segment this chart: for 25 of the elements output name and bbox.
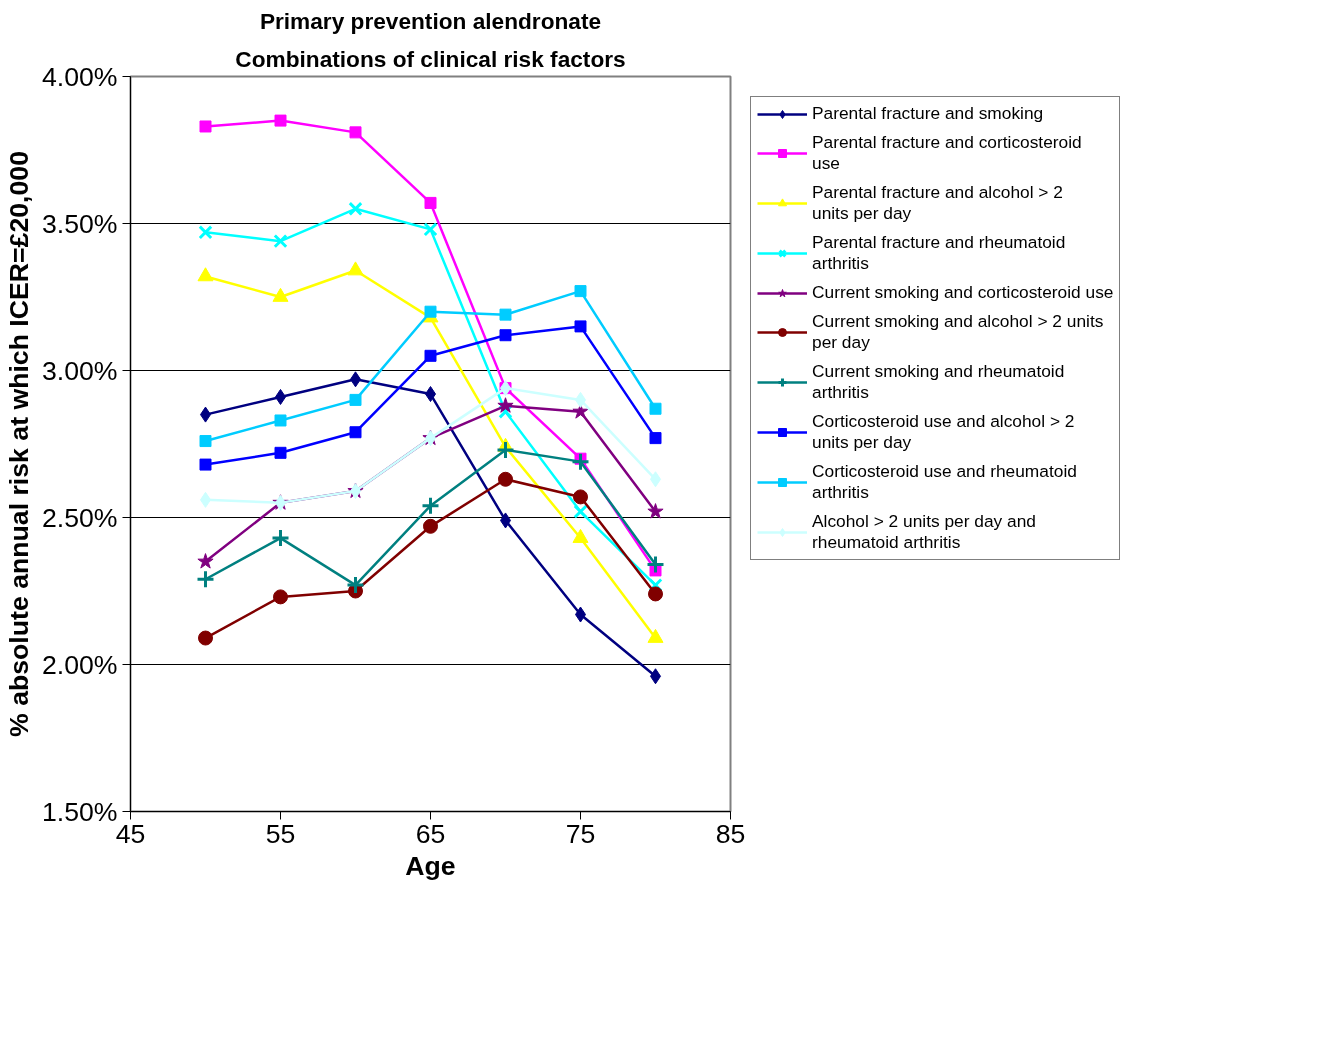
legend-label: Corticosteroid use and alcohol > 2 units per day (812, 411, 1075, 453)
x-tick-label: 65 (415, 818, 446, 849)
legend-label: Current smoking and rheumatoid arthritis (812, 361, 1065, 403)
legend-label: Parental fracture and corticosteroid use (812, 132, 1082, 174)
x-tick-label: 75 (565, 818, 596, 849)
y-tick-label: 1.50% (41, 796, 118, 827)
y-tick-label: 2.00% (41, 649, 118, 680)
y-axis-title: % absolute annual risk at which ICER=£20,000 (3, 151, 34, 737)
legend-label: Parental fracture and rheumatoid arthritis (812, 232, 1066, 274)
chart-title: Primary prevention alendronate (259, 7, 602, 34)
y-tick-label: 3.00% (41, 355, 118, 386)
y-tick-label: 4.00% (41, 61, 118, 92)
legend-label: Current smoking and alcohol > 2 units per day (812, 311, 1104, 353)
y-tick-label: 2.50% (41, 502, 118, 533)
legend-label: Parental fracture and alcohol > 2 units per day (812, 182, 1063, 224)
legend-label: Current smoking and corticosteroid use (812, 282, 1114, 303)
legend-label: Alcohol > 2 units per day and rheumatoid arthritis (812, 511, 1036, 553)
legend-label: Corticosteroid use and rheumatoid arthritis (812, 461, 1077, 503)
x-tick-label: 45 (115, 818, 146, 849)
y-tick-label: 3.50% (41, 208, 118, 239)
chart-subtitle: Combinations of clinical risk factors (235, 45, 626, 72)
legend-label: Parental fracture and smoking (812, 103, 1044, 124)
x-tick-label: 85 (715, 818, 746, 849)
x-axis-title: Age (405, 850, 456, 881)
x-tick-label: 55 (265, 818, 296, 849)
